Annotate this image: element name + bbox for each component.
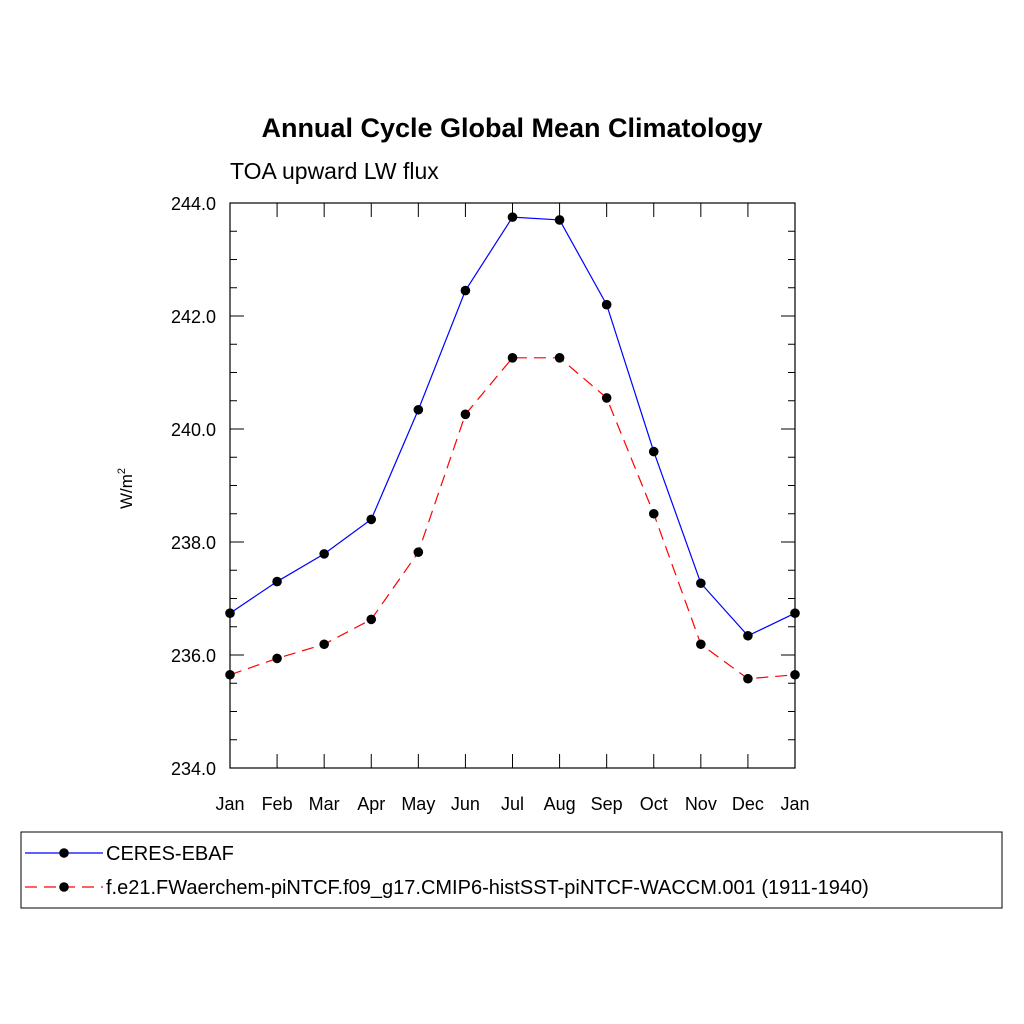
legend-marker-1	[59, 848, 69, 858]
series-2-point	[601, 393, 612, 403]
series-2-point	[743, 673, 753, 684]
series-2-point	[554, 353, 565, 363]
series-2-point	[272, 653, 282, 664]
series-1-point	[272, 576, 282, 587]
series-2-point	[507, 353, 518, 363]
x-tick-label: Aug	[544, 794, 576, 814]
chart-subtitle: TOA upward LW flux	[230, 158, 439, 184]
x-tick-label: May	[401, 794, 435, 814]
y-tick-label: 240.0	[171, 420, 216, 440]
series-line-1	[229, 216, 796, 637]
x-tick-label: Apr	[357, 794, 385, 814]
y-tick-label: 242.0	[171, 307, 216, 327]
x-tick-label: Nov	[685, 794, 717, 814]
series-2-point	[790, 669, 800, 680]
series-1-point	[648, 446, 659, 457]
series-1-point	[366, 514, 377, 525]
y-tick-label: 244.0	[171, 194, 216, 214]
chart-title: Annual Cycle Global Mean Climatology	[261, 113, 762, 143]
series-2-point	[319, 639, 329, 650]
y-tick-label: 236.0	[171, 646, 216, 666]
series-line-2	[229, 357, 796, 680]
series-1-point	[696, 578, 706, 589]
y-axis-label-text: W/m	[117, 474, 136, 509]
x-tick-label: Feb	[262, 794, 293, 814]
legend-label-2: f.e21.FWaerchem-piNTCF.f09_g17.CMIP6-his…	[106, 877, 869, 899]
x-tick-label: Jan	[780, 794, 809, 814]
legend-box	[20, 831, 1003, 909]
series-1-point	[319, 549, 329, 559]
x-tick-label: Sep	[591, 794, 623, 814]
series-2-point	[413, 547, 424, 557]
series-2-point	[648, 508, 659, 519]
series-1-point	[413, 404, 424, 415]
series-1-point	[225, 608, 235, 618]
series-1-point	[601, 299, 612, 310]
x-tick-label: Jan	[215, 794, 244, 814]
x-tick-label: Dec	[732, 794, 764, 814]
series-1-point	[554, 215, 565, 225]
plot-frame	[229, 202, 796, 769]
series-1-point	[743, 630, 753, 641]
series-2-point	[366, 614, 377, 625]
series-1-point	[460, 285, 471, 296]
x-tick-label: Oct	[640, 794, 668, 814]
legend: CERES-EBAF f.e21.FWaerchem-piNTCF.f09_g17…	[20, 831, 1003, 909]
axes: Jan Feb Mar Apr May Jun Jul Aug Sep Oct Nov Dec Jan 2…	[171, 194, 810, 814]
x-tick-label: Jul	[501, 794, 524, 814]
series-2-point	[225, 669, 235, 680]
series-1-point	[507, 212, 518, 222]
x-tick-label: Jun	[451, 794, 480, 814]
y-axis-label: W/m2	[116, 468, 136, 509]
series-2-point	[696, 639, 706, 650]
legend-marker-2	[59, 882, 69, 892]
x-tick-label: Mar	[309, 794, 340, 814]
y-tick-label: 238.0	[171, 533, 216, 553]
legend-label-1: CERES-EBAF	[106, 843, 234, 865]
series-2-point	[460, 409, 471, 420]
y-tick-label: 234.0	[171, 759, 216, 779]
y-axis-label-superscript: 2	[116, 468, 128, 474]
series-lines	[225, 212, 800, 684]
series-1-point	[790, 608, 800, 618]
